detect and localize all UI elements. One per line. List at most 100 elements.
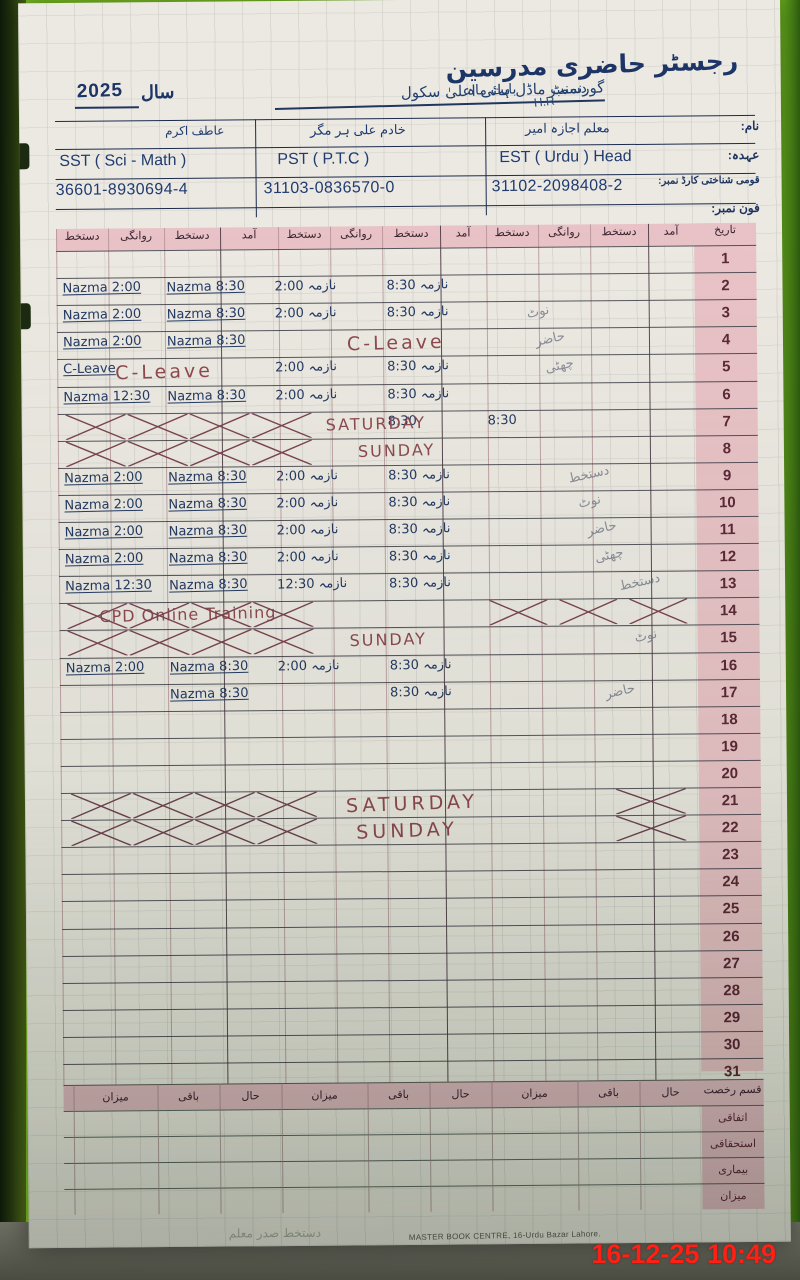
summary-header-0: حال	[661, 1086, 680, 1099]
year-underline	[74, 106, 139, 109]
crossed-out-mark	[251, 439, 313, 466]
entry-text: Nazma 8:30	[167, 387, 247, 405]
crossed-out-mark	[489, 600, 548, 626]
grid-column-rule	[277, 227, 287, 1090]
entry-text: Nazma 2:00	[62, 306, 142, 324]
entry-text: SUNDAY	[355, 818, 459, 844]
header-2: روانگی	[547, 225, 581, 239]
entry-text: نازمہ 2:00	[277, 657, 340, 675]
entry-text: نازمہ 2:00	[276, 522, 339, 539]
year-value: 2025	[76, 79, 124, 103]
publisher-imprint: MASTER BOOK CENTRE, 16-Urdu Bazar Lahore…	[408, 1229, 601, 1242]
entry-text: نازمہ 8:30	[387, 385, 450, 403]
date-cell-1: 1	[721, 250, 730, 268]
pencil-scribble: چھٹی	[543, 356, 576, 377]
entry-text: نازمہ 2:00	[276, 549, 339, 566]
date-cell-17: 17	[720, 683, 738, 701]
leave-summary-table: قسم رخصت حال باقی میزان حال باقی میزان حال باقی…	[63, 1078, 765, 1215]
crossed-out-mark	[629, 598, 688, 625]
crossed-out-mark	[127, 440, 189, 467]
crossed-out-mark	[65, 413, 126, 440]
entry-text: Nazma 12:30	[63, 388, 151, 406]
info-rule	[55, 202, 756, 211]
date-cell-2: 2	[721, 277, 730, 295]
leave-type-2: بیماری	[718, 1163, 749, 1177]
summary-header-2: میزان	[521, 1087, 548, 1100]
grid-row-rule	[62, 1003, 763, 1011]
date-cell-26: 26	[722, 927, 740, 945]
teacher-3-cnic: 36601-8930694-4	[55, 180, 189, 200]
grid-row-rule	[61, 895, 762, 903]
page-title-block: رجسٹر حاضری مدرسین گورنمنٹ ماڈل ہائی اعل…	[54, 46, 755, 117]
date-cell-29: 29	[723, 1008, 741, 1027]
leave-type-3: میزان	[720, 1190, 747, 1203]
entry-text: نازمہ 8:30	[388, 521, 451, 538]
pencil-scribble: نوٹ	[577, 491, 603, 512]
header-7: دستخط	[286, 227, 322, 241]
entry-text: Nazma 2:00	[65, 659, 145, 676]
crossed-out-mark	[189, 440, 251, 466]
header-date: تاریخ	[714, 223, 737, 237]
teacher-1-name: معلم اجازہ امیر	[525, 120, 610, 136]
entry-text: نازمہ 8:30	[386, 304, 449, 321]
date-cell-10: 10	[718, 493, 736, 512]
entry-text: C-Leave	[114, 360, 214, 385]
entry-text: Nazma 8:30	[168, 495, 248, 513]
header-10: روانگی	[119, 229, 153, 243]
crossed-out-mark	[256, 791, 318, 818]
info-divider	[485, 117, 488, 216]
teacher-2-cnic: 31103-0836570-0	[263, 179, 395, 198]
summary-header-6: حال	[241, 1090, 260, 1103]
header-leave-type: قسم رخصت	[703, 1083, 762, 1097]
entry-text: Nazma 2:00	[64, 496, 144, 514]
entry-text: Nazma 8:30	[168, 522, 248, 540]
entry-text: 8:30	[487, 412, 518, 429]
date-cell-15: 15	[720, 629, 737, 647]
crossed-out-mark	[71, 820, 132, 847]
entry-text: نازمہ 2:00	[275, 359, 338, 376]
date-cell-22: 22	[721, 819, 739, 837]
date-cell-14: 14	[719, 602, 737, 620]
month-value: دسمبر	[548, 79, 588, 98]
label-cnic: قومی شناختی کارڈ نمبر:	[658, 174, 760, 187]
entry-text: Nazma 8:30	[166, 278, 246, 296]
grid-row-rule	[60, 759, 761, 767]
entry-text: C-Leave	[63, 361, 116, 378]
grid-column-rule	[381, 226, 391, 1089]
date-cell-5: 5	[721, 358, 731, 376]
date-cell-21: 21	[721, 792, 739, 810]
header-6: روانگی	[339, 227, 373, 241]
entry-text: Nazma 8:30	[166, 333, 246, 350]
entry-text: نازمہ 2:00	[276, 495, 339, 512]
entry-text: نازمہ 2:00	[275, 467, 339, 485]
date-cell-28: 28	[723, 981, 741, 999]
entry-text: Nazma 8:30	[169, 658, 249, 676]
grid-column-rule	[55, 228, 65, 1092]
leave-type-1: استحقاقی	[709, 1137, 757, 1151]
entry-text: SATURDAY	[325, 412, 427, 435]
summary-header-1: باقی	[598, 1087, 620, 1100]
pencil-scribble: دستخط	[617, 570, 662, 595]
pencil-scribble: نوٹ	[633, 626, 659, 647]
grid-column-rule	[163, 228, 173, 1091]
entry-text: Nazma 8:30	[166, 305, 246, 323]
entry-text: Nazma 2:00	[64, 523, 144, 541]
crossed-out-mark	[70, 793, 132, 819]
entry-text: SUNDAY	[349, 629, 428, 651]
entry-text: Nazma 12:30	[64, 577, 153, 595]
entry-text: نازمہ 8:30	[388, 494, 451, 511]
grid-row-rule	[61, 868, 762, 876]
month-label: بابت ماہ	[466, 80, 517, 98]
date-cell-7: 7	[722, 412, 731, 430]
entry-text: نازمہ 8:30	[388, 575, 452, 592]
crossed-out-mark	[189, 412, 250, 439]
date-cell-13: 13	[719, 575, 737, 593]
entry-text: Nazma 8:30	[168, 576, 248, 594]
info-rule	[55, 172, 756, 181]
crossed-out-mark	[253, 629, 314, 655]
header-8: آمد	[241, 228, 257, 242]
entry-text: CPD Online Training	[99, 602, 277, 627]
grid-row-rule	[61, 841, 762, 849]
entry-text: نازمہ 8:30	[387, 358, 450, 375]
summary-header-8: میزان	[102, 1091, 129, 1104]
